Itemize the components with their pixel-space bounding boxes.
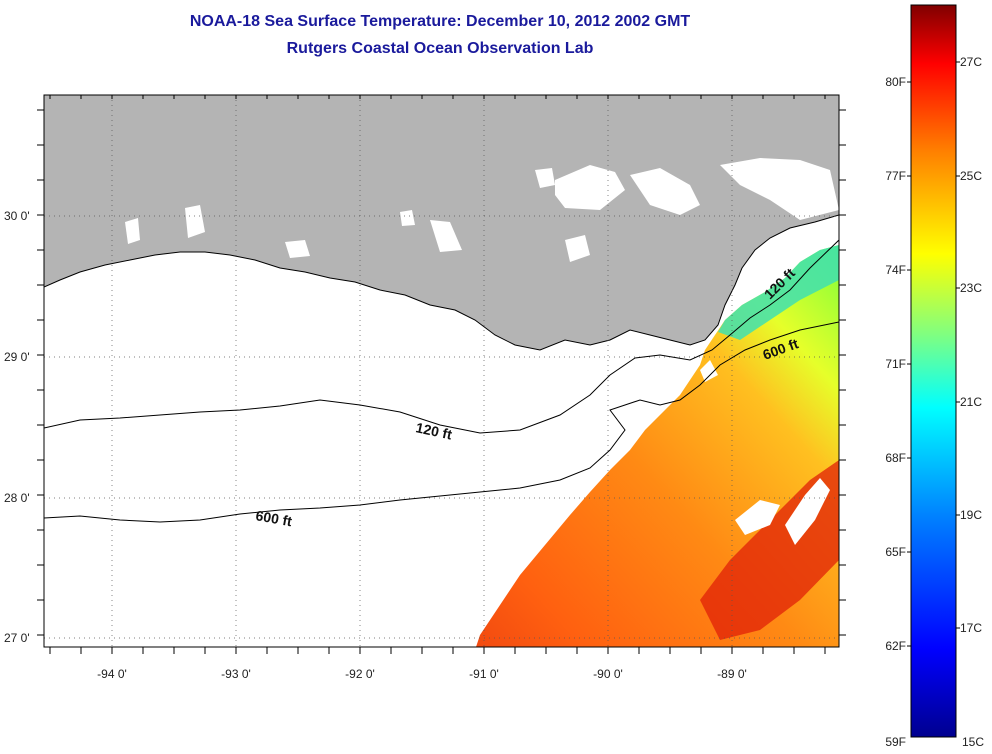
contour-label-120ft: 120 ft: [414, 419, 453, 442]
lake: [565, 235, 590, 262]
lon-label: -93 0': [221, 667, 251, 681]
lake: [720, 158, 839, 220]
lake: [555, 165, 625, 210]
colorbar-c-label: 15C: [962, 735, 984, 749]
map-border: [43, 94, 840, 648]
colorbar-f-label: 80F: [885, 75, 906, 89]
colorbar-f-label: 74F: [885, 263, 906, 277]
colorbar-c-label: 19C: [960, 508, 982, 522]
lake: [400, 210, 415, 226]
lon-label: -91 0': [469, 667, 499, 681]
lon-label: -90 0': [593, 667, 623, 681]
colorbar-c-label: 21C: [960, 395, 982, 409]
lake: [185, 205, 205, 238]
lat-label: 27 0': [4, 631, 30, 645]
graticule: [44, 95, 839, 647]
lake: [285, 240, 310, 258]
cloud-gap: [785, 478, 830, 545]
colorbar-c-label: 27C: [960, 55, 982, 69]
colorbar-f-label: 65F: [885, 545, 906, 559]
colorbar-f-label: 77F: [885, 169, 906, 183]
colorbar-c-label: 23C: [960, 281, 982, 295]
colorbar-c-label: 25C: [960, 169, 982, 183]
lake: [430, 220, 462, 252]
lake: [535, 168, 555, 188]
colorbar-f-label: 62F: [885, 639, 906, 653]
coastline: [44, 214, 839, 351]
colorbar-f-label: 71F: [885, 357, 906, 371]
lat-label: 30 0': [4, 209, 30, 223]
lat-label: 29 0': [4, 350, 30, 364]
lon-label: -94 0': [97, 667, 127, 681]
lake: [630, 168, 700, 215]
cloud-gap: [735, 500, 780, 535]
contour-label-600ft: 600 ft: [254, 507, 293, 529]
colorbar-f-label: 59F: [885, 735, 906, 749]
chart-title: NOAA-18 Sea Surface Temperature: Decembe…: [189, 13, 691, 30]
colorbar-c-label: 17C: [960, 621, 982, 635]
cloud-gap: [700, 360, 718, 382]
isobath-120ft: [44, 239, 839, 434]
lon-label: -89 0': [717, 667, 747, 681]
axis-ticks: [37, 95, 846, 654]
colorbar-ticks: [907, 61, 960, 647]
lon-label: -92 0': [345, 667, 375, 681]
lat-label: 28 0': [4, 491, 30, 505]
colorbar: [910, 4, 957, 738]
isobath-600ft: [44, 321, 839, 523]
lake: [125, 218, 140, 244]
chart-subtitle: Rutgers Coastal Ocean Observation Lab: [286, 40, 594, 57]
colorbar-f-label: 68F: [885, 451, 906, 465]
